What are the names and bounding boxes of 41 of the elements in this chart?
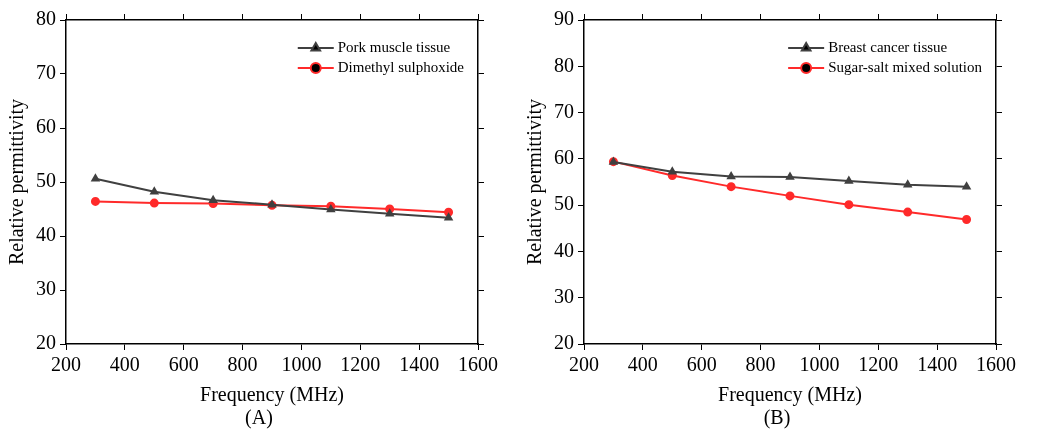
y-tick-label: 70 [36,61,56,84]
legend-label: Sugar-salt mixed solution [828,58,983,75]
x-tick-label: 600 [686,353,717,376]
x-tick-label: 1000 [281,353,322,376]
y-tick-label: 30 [36,277,56,300]
y-tick-label: 40 [36,223,56,246]
x-tick-label: 200 [569,353,599,376]
y-tick-label: 90 [554,7,574,30]
x-tick-label: 1000 [799,353,840,376]
x-tick-label: 1600 [458,353,498,376]
y-tick-label: 70 [554,99,574,122]
y-tick-label: 20 [554,331,574,354]
x-tick-label: 1200 [858,353,899,376]
legend-label: Dimethyl sulphoxide [337,58,465,75]
x-tick-label: 1400 [917,353,958,376]
x-tick-label: 800 [227,353,258,376]
x-tick-label: 1400 [399,353,440,376]
x-tick-label: 1200 [340,353,381,376]
y-tick-label: 40 [554,238,574,261]
x-tick-label: 200 [51,353,81,376]
x-axis-title: Frequency (MHz) [200,383,344,407]
y-tick-label: 30 [554,284,574,307]
text: (B) [763,406,791,428]
y-axis-title: Relative permittivity [523,98,547,266]
x-axis-title: Frequency (MHz) [718,383,862,407]
y-tick-label: 20 [36,331,56,354]
x-tick-label: 600 [168,353,199,376]
y-axis-title: Relative permittivity [5,98,29,266]
x-tick-label: 800 [745,353,776,376]
x-tick-label: 400 [109,353,140,376]
y-tick-label: 60 [554,146,574,169]
text: (A) [245,406,273,428]
y-tick-label: 60 [36,115,56,138]
y-tick-label: 50 [554,192,574,215]
y-tick-label: 50 [36,169,56,192]
x-tick-label: 400 [627,353,658,376]
y-tick-label: 80 [554,53,574,76]
y-tick-label: 80 [36,7,56,30]
legend-label: Breast cancer tissue [828,38,948,55]
x-tick-label: 1600 [976,353,1016,376]
legend-label: Pork muscle tissue [337,38,451,55]
